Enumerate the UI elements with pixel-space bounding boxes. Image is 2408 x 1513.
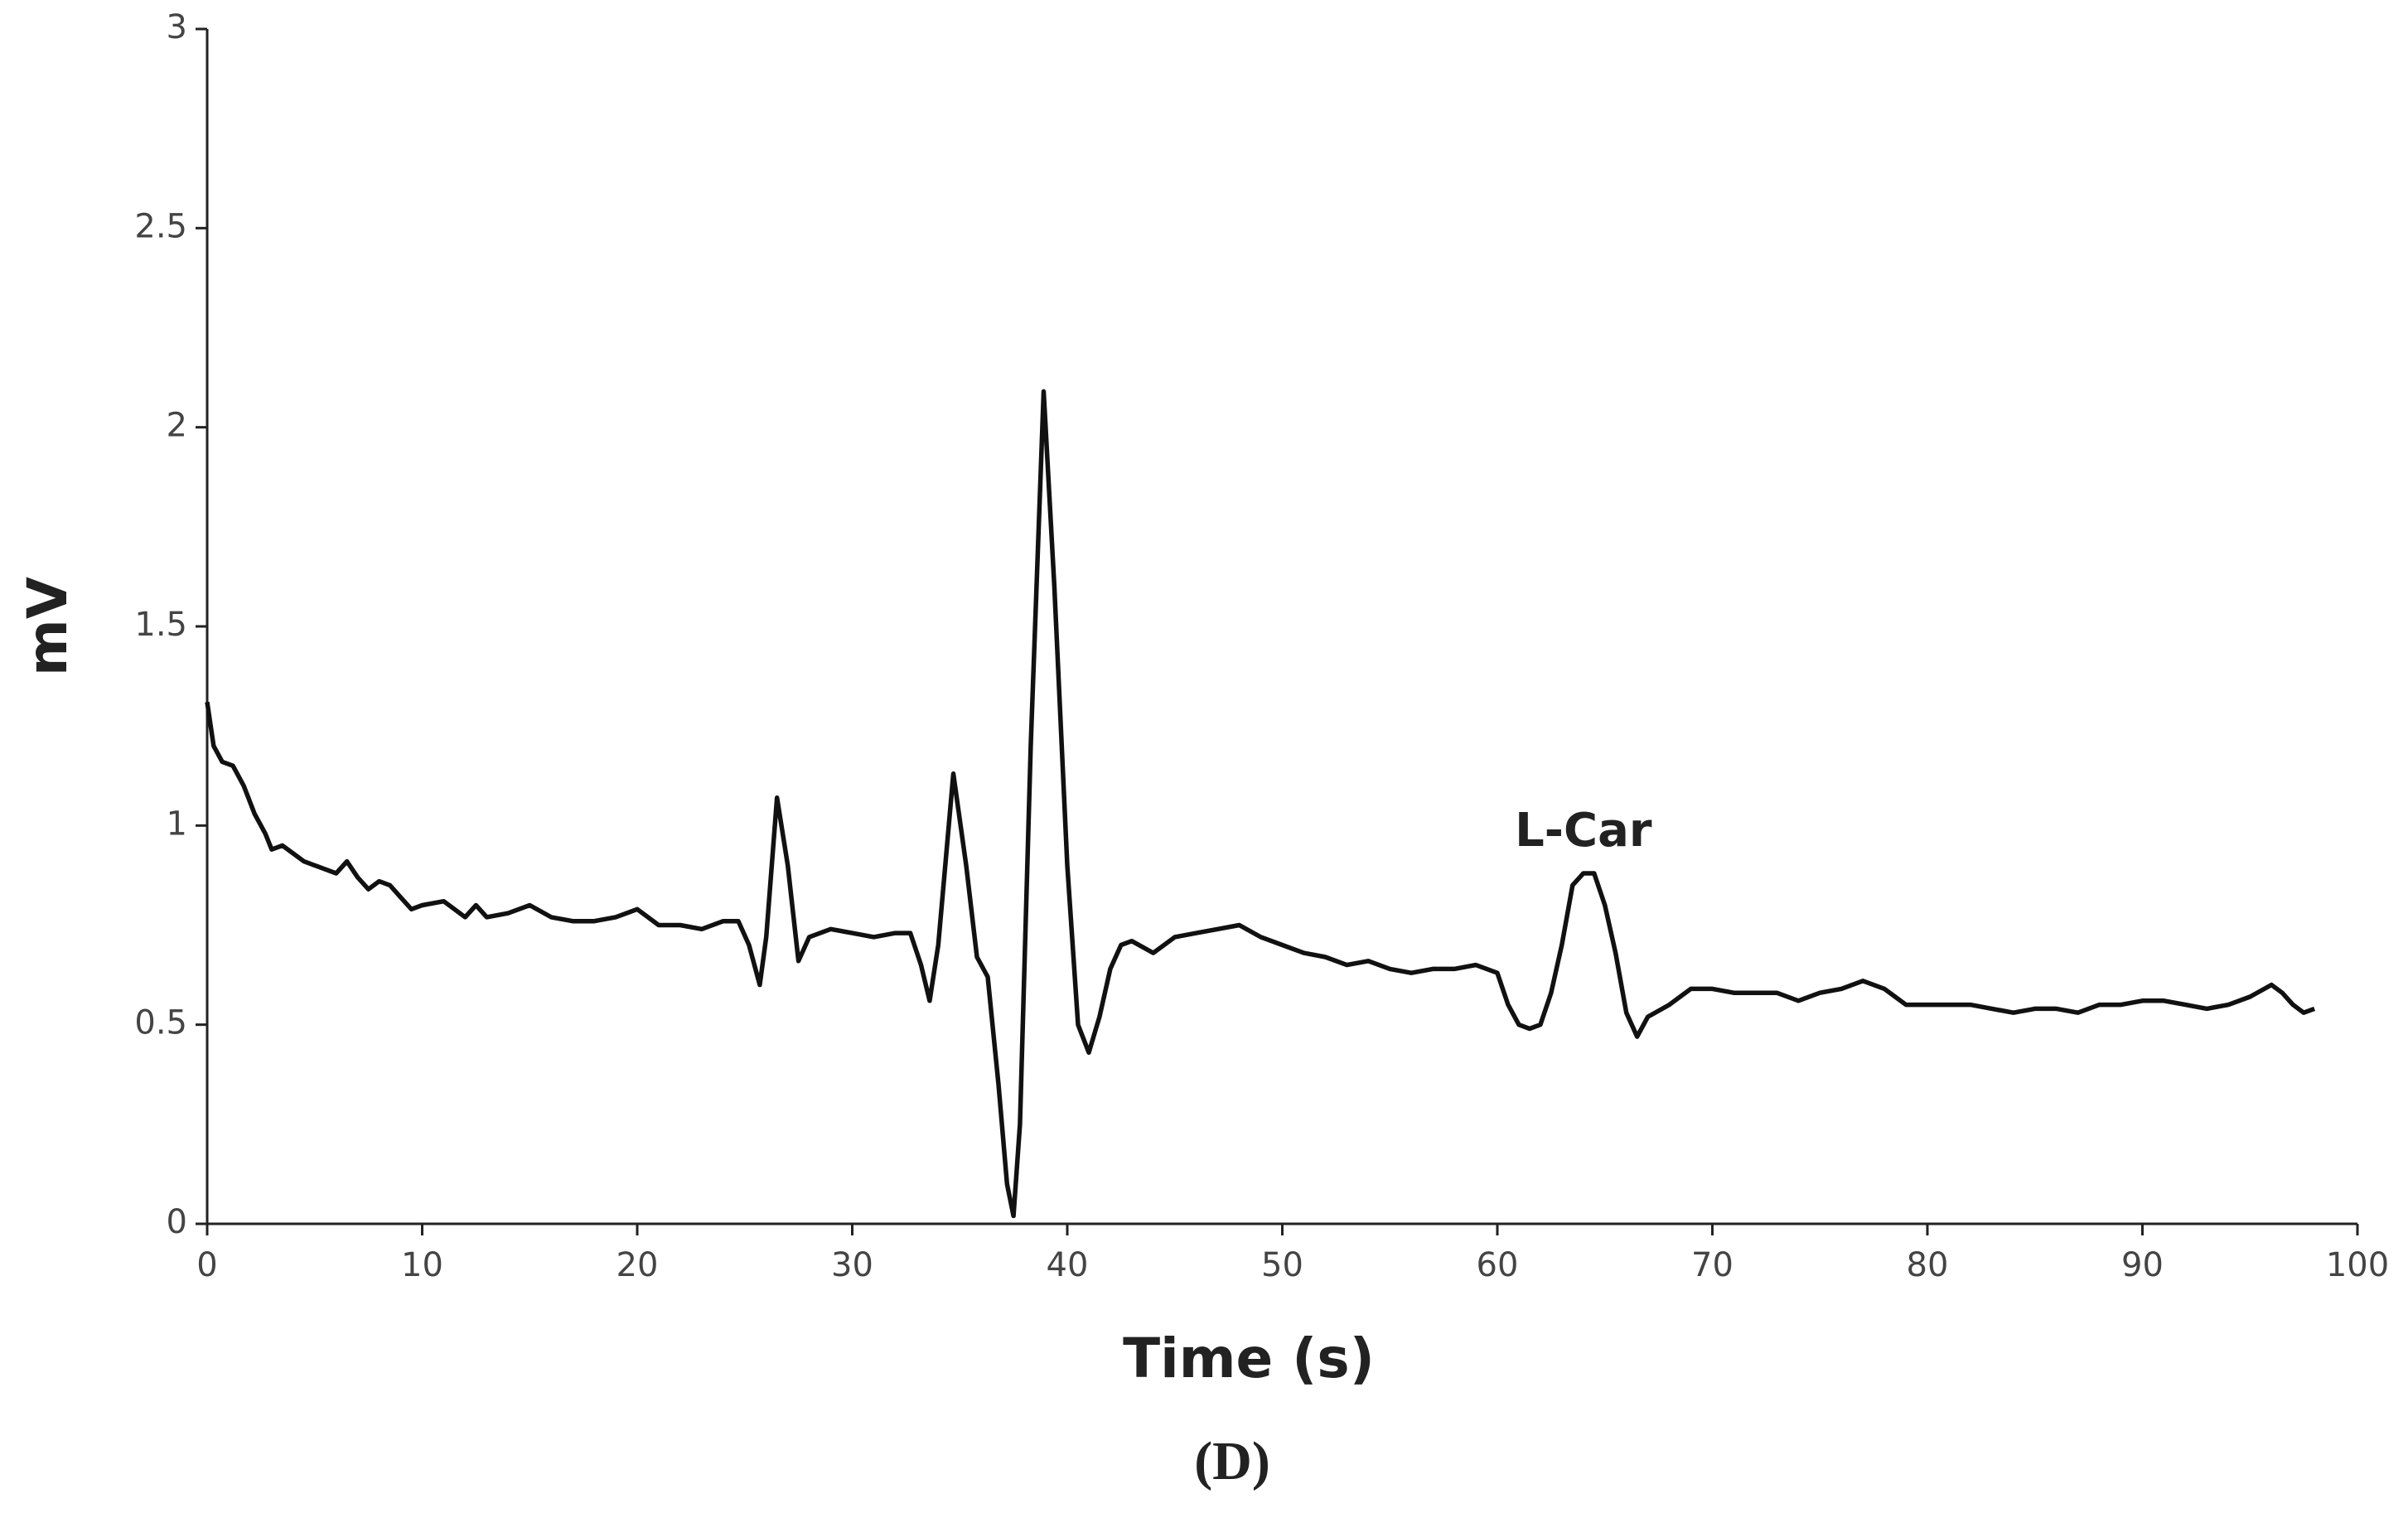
y-tick-label: 1.5	[134, 606, 187, 644]
x-tick-label: 60	[1477, 1246, 1519, 1284]
y-tick-label: 0	[167, 1203, 187, 1241]
x-tick-label: 80	[1907, 1246, 1949, 1284]
y-tick-label: 2	[167, 407, 187, 445]
x-tick-label: 50	[1261, 1246, 1303, 1284]
x-tick-label: 20	[617, 1246, 659, 1284]
x-tick-label: 100	[2326, 1246, 2389, 1284]
x-axis-title: Time (s)	[1123, 1327, 1375, 1390]
data-line	[205, 389, 2316, 1219]
x-tick-label: 30	[831, 1246, 873, 1284]
x-tick-label: 90	[2121, 1246, 2164, 1284]
x-tick-label: 10	[401, 1246, 443, 1284]
y-tick-label: 2.5	[134, 207, 187, 245]
y-tick-label: 0.5	[134, 1004, 187, 1042]
x-tick-label: 0	[196, 1246, 217, 1284]
x-tick-label: 70	[1691, 1246, 1733, 1284]
caption: (D)	[1194, 1431, 1270, 1491]
annotation: L-Car	[1515, 804, 1652, 858]
y-axis-title: mV	[16, 577, 80, 676]
x-tick-label: 40	[1047, 1246, 1089, 1284]
y-tick-label: 1	[167, 805, 187, 843]
y-tick-label: 3	[167, 8, 187, 46]
